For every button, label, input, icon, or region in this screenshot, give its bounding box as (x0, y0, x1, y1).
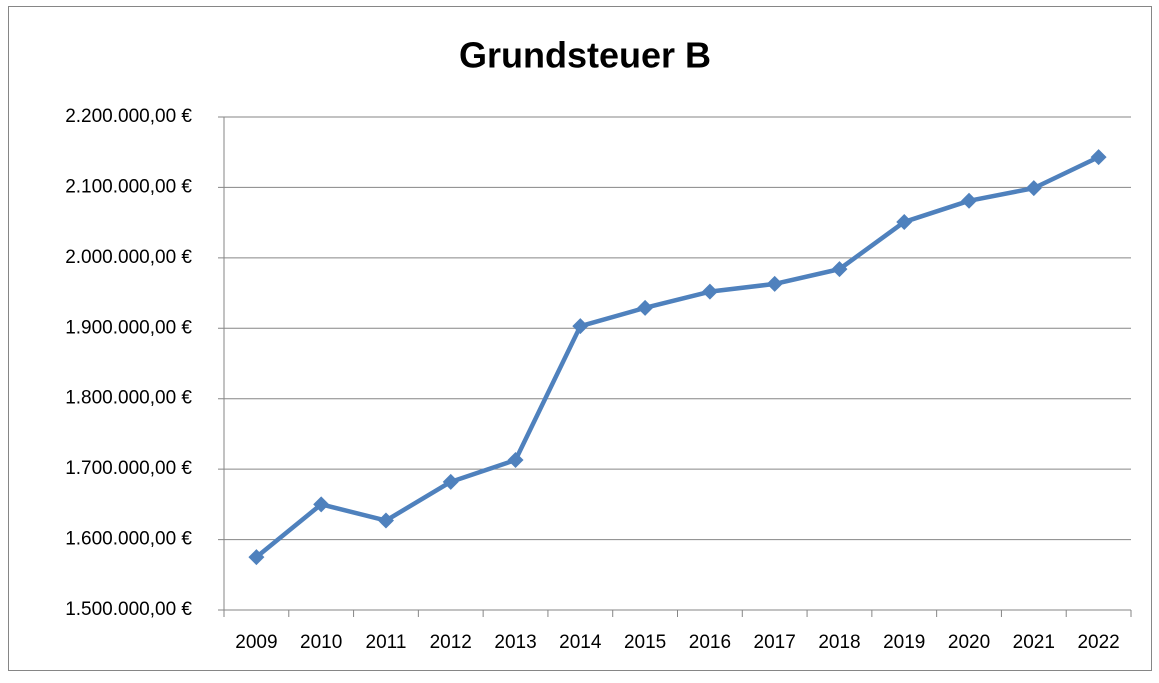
y-tick-label: 1.500.000,00 € (65, 599, 192, 620)
data-point (637, 299, 654, 316)
x-tick-label: 2022 (1077, 632, 1119, 653)
chart-title: Grundsteuer B (459, 35, 711, 76)
data-point (313, 496, 330, 513)
data-point (442, 473, 459, 490)
x-tick-label: 2017 (754, 632, 796, 653)
data-point (248, 549, 265, 566)
x-tick-label: 2016 (689, 632, 731, 653)
x-tick-label: 2011 (366, 632, 407, 653)
x-tick-label: 2009 (235, 632, 277, 653)
x-tick-label: 2021 (1013, 632, 1055, 653)
x-tick-label: 2020 (948, 632, 990, 653)
x-tick-label: 2013 (494, 632, 536, 653)
data-point (831, 261, 848, 278)
x-tick-label: 2018 (818, 632, 860, 653)
x-tick-label: 2012 (430, 632, 472, 653)
data-point (766, 275, 783, 292)
x-tick-label: 2015 (624, 632, 666, 653)
y-tick-label: 2.200.000,00 € (65, 106, 192, 127)
y-tick-label: 2.000.000,00 € (65, 247, 192, 268)
data-point (572, 318, 589, 335)
y-tick-label: 1.700.000,00 € (65, 458, 192, 479)
y-tick-label: 1.800.000,00 € (65, 388, 192, 409)
y-tick-label: 1.600.000,00 € (65, 529, 192, 550)
series-line (254, 155, 1100, 559)
x-tick-label: 2019 (883, 632, 925, 653)
y-tick-label: 2.100.000,00 € (65, 176, 192, 197)
x-tick-label: 2014 (559, 632, 602, 653)
data-point (377, 512, 394, 529)
x-tick-label: 2010 (300, 632, 342, 653)
data-point (1025, 180, 1042, 197)
data-point (1090, 149, 1107, 166)
y-tick-label: 1.900.000,00 € (65, 317, 192, 338)
data-point (896, 213, 913, 230)
data-point (701, 283, 718, 300)
data-point (961, 192, 978, 209)
data-point (507, 451, 524, 468)
